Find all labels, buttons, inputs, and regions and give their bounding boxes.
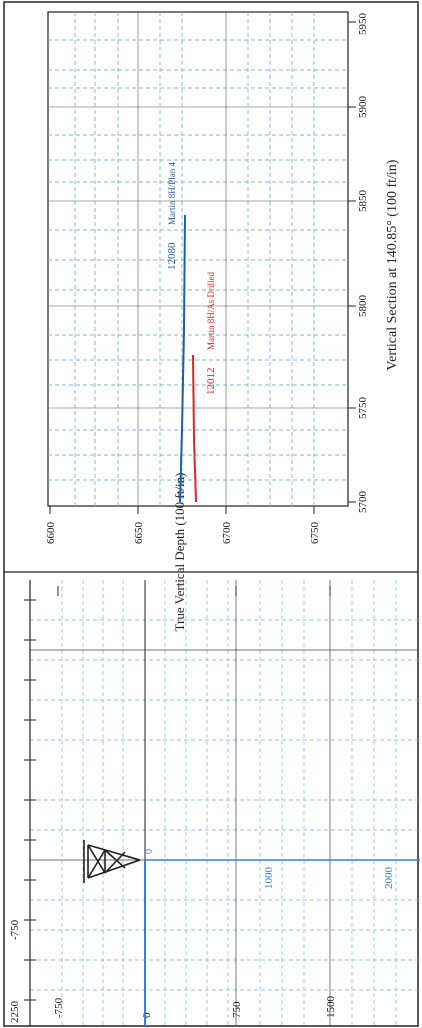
main-tick-label: 0: [141, 1012, 153, 1018]
drilled-depth-label: 12012: [205, 368, 217, 396]
md-label: 0: [144, 849, 155, 854]
vertical-section-axis-label: Vertical Section at 140.85° (100 ft/in): [385, 159, 400, 370]
inset-tvd-tick-labels: 6600 6650 6700 6750: [45, 522, 321, 545]
vs-tick-label: 5900: [357, 96, 369, 119]
vs-tick-label: 5950: [357, 13, 369, 36]
tvd-tick-label: 6600: [45, 522, 57, 545]
tvd-tick-label: 6650: [133, 522, 145, 545]
tvd-axis-label: True Vertical Depth (100 ft/in): [172, 473, 187, 632]
inset-plot-frame: [47, 11, 349, 507]
drilling-rig-icon: [83, 840, 141, 883]
inset-grid-horizontal: [48, 39, 348, 481]
vs-tick-label: 5700: [357, 491, 369, 514]
main-grid-major: [30, 580, 418, 1026]
main-grid-vertical: [61, 580, 397, 1026]
main-tick-label: 1500: [325, 996, 337, 1019]
plan-depth-label: 12080: [166, 242, 178, 270]
tvd-tick-label: 6750: [309, 522, 321, 545]
vs-tick-label: 5750: [357, 397, 369, 420]
inset-vs-tick-marks: [348, 21, 356, 503]
as-drilled-well-path: [192, 354, 197, 503]
main-tick-labels: -750 2250 -750 0 750 1500: [9, 919, 337, 1023]
inset-grid-vertical: [74, 12, 315, 506]
main-tick-marks: [24, 586, 331, 1001]
inset-panel: 5700 5750 5800 5850 5900 5950 Vertical S…: [45, 11, 400, 632]
tvd-tick-label: 6700: [221, 522, 233, 545]
inset-vs-tick-labels: 5700 5750 5800 5850 5900 5950: [357, 13, 369, 514]
md-label: 1000: [263, 867, 275, 890]
plan-name-label: Martin 8H/Plan 4: [167, 162, 177, 225]
inset-tvd-tick-marks: [49, 506, 315, 514]
main-tick-label: -750: [9, 919, 21, 940]
main-tick-label: 2250: [9, 1001, 21, 1024]
plan-well-path: [179, 214, 186, 503]
main-panel: -750 2250 -750 0 750 1500 0 1000 2000: [9, 580, 420, 1026]
drilled-name-label: Martin 8H/As Drilled: [206, 272, 216, 350]
vs-tick-label: 5800: [357, 295, 369, 318]
page-border: [3, 1, 419, 1027]
main-grid-horizontal: [30, 619, 418, 991]
vs-tick-label: 5850: [357, 190, 369, 213]
md-label: 2000: [383, 867, 395, 890]
main-tick-label: 750: [231, 1001, 243, 1018]
main-tick-label: -750: [53, 997, 65, 1018]
inset-grid-major: [48, 12, 348, 506]
